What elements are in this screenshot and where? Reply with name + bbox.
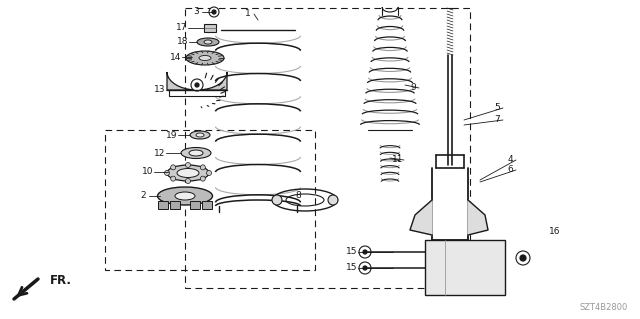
Text: SZT4B2800: SZT4B2800 — [580, 303, 628, 312]
Circle shape — [186, 162, 191, 167]
Circle shape — [328, 195, 338, 205]
Bar — [204, 24, 216, 32]
Bar — [105, 130, 315, 270]
Polygon shape — [468, 200, 488, 235]
Ellipse shape — [186, 51, 224, 65]
Circle shape — [171, 176, 175, 181]
Text: 14: 14 — [170, 53, 182, 62]
Polygon shape — [410, 200, 432, 235]
Circle shape — [191, 79, 203, 91]
Text: FR.: FR. — [50, 275, 72, 287]
Text: 13: 13 — [154, 85, 166, 94]
Circle shape — [186, 179, 191, 183]
Ellipse shape — [175, 192, 195, 200]
Text: 6: 6 — [507, 166, 513, 174]
Bar — [158, 201, 168, 209]
Circle shape — [195, 83, 199, 87]
Ellipse shape — [167, 165, 209, 181]
Circle shape — [200, 165, 205, 170]
Circle shape — [207, 170, 211, 175]
Polygon shape — [167, 72, 227, 90]
Circle shape — [363, 266, 367, 270]
Ellipse shape — [157, 187, 212, 205]
Text: 3: 3 — [193, 8, 199, 17]
Text: 8: 8 — [295, 191, 301, 201]
Circle shape — [209, 7, 219, 17]
Circle shape — [491, 256, 495, 260]
Text: 5: 5 — [494, 103, 500, 113]
Text: 19: 19 — [166, 130, 178, 139]
Circle shape — [212, 10, 216, 14]
Ellipse shape — [177, 168, 199, 177]
Circle shape — [272, 195, 282, 205]
Circle shape — [520, 255, 526, 261]
Text: 12: 12 — [154, 149, 166, 158]
Text: 15: 15 — [346, 263, 358, 272]
Ellipse shape — [190, 131, 210, 139]
Ellipse shape — [204, 40, 212, 44]
Circle shape — [164, 170, 170, 175]
Ellipse shape — [189, 150, 203, 156]
Bar — [190, 201, 200, 209]
Text: 7: 7 — [494, 115, 500, 124]
Text: 11: 11 — [392, 155, 404, 165]
Text: 4: 4 — [507, 155, 513, 165]
Bar — [202, 201, 212, 209]
Text: 10: 10 — [142, 167, 154, 176]
Text: 15: 15 — [346, 248, 358, 256]
Ellipse shape — [199, 56, 211, 61]
Text: 18: 18 — [177, 38, 189, 47]
Text: 9: 9 — [410, 84, 416, 93]
Text: 17: 17 — [176, 24, 188, 33]
Circle shape — [359, 246, 371, 258]
Text: 16: 16 — [549, 227, 561, 236]
Circle shape — [487, 252, 499, 264]
Circle shape — [363, 250, 367, 254]
Ellipse shape — [181, 147, 211, 159]
Ellipse shape — [197, 38, 219, 46]
Circle shape — [487, 272, 499, 284]
Bar — [170, 201, 180, 209]
Ellipse shape — [196, 133, 204, 137]
Circle shape — [516, 251, 530, 265]
Text: 2: 2 — [140, 191, 146, 201]
Text: 1: 1 — [245, 10, 251, 19]
Circle shape — [200, 176, 205, 181]
Bar — [185, 8, 470, 288]
Circle shape — [171, 165, 175, 170]
Circle shape — [359, 262, 371, 274]
Circle shape — [491, 276, 495, 280]
Bar — [425, 240, 505, 295]
